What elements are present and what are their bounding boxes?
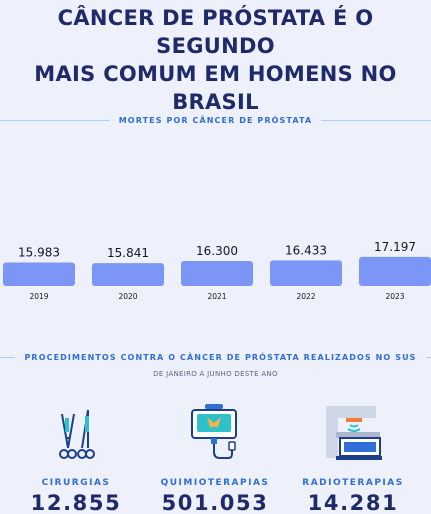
headline-line-1: CÂNCER DE PRÓSTATA É O SEGUNDO [57, 6, 374, 58]
bar-2019 [3, 262, 75, 286]
bar-value-label: 16.300 [196, 244, 238, 258]
bar-2021 [181, 261, 253, 286]
x-tick-label: 2022 [296, 292, 315, 301]
divider-right [321, 119, 431, 121]
procedures-subtitle: DE JANEIRO A JUNHO DESTE ANO [153, 370, 278, 378]
stat-surgeries: CIRURGIAS 12.855 [6, 400, 146, 514]
bar-2020 [92, 263, 164, 286]
bar-value-label: 15.841 [107, 246, 149, 260]
bar-2023 [359, 256, 431, 286]
bar-value-label: 15.983 [18, 245, 60, 259]
x-tick-label: 2020 [118, 292, 137, 301]
stat-radiotherapies: RADIOTERAPIAS 14.281 [283, 400, 423, 514]
x-tick-label: 2021 [207, 292, 226, 301]
divider-left [0, 356, 16, 358]
x-tick-label: 2019 [29, 292, 48, 301]
x-tick-label: 2023 [385, 292, 404, 301]
divider-right [425, 356, 431, 358]
procedures-title: PROCEDIMENTOS CONTRA O CÂNCER DE PRÓSTAT… [24, 352, 417, 362]
stat-label: RADIOTERAPIAS [302, 478, 404, 488]
iv-bag-icon [145, 400, 285, 464]
chart-section-header: MORTES POR CÂNCER DE PRÓSTATA [0, 113, 431, 127]
stat-label: CIRURGIAS [41, 478, 111, 488]
deaths-bar-chart: 15.983 2019 15.841 2020 16.300 2021 16.433 2022… [3, 240, 431, 301]
radiotherapy-machine-icon [283, 400, 423, 464]
stat-value: 14.281 [307, 491, 399, 514]
bar-value-label: 17.197 [374, 240, 416, 254]
surgical-scissors-icon [6, 400, 146, 464]
stat-label: QUIMIOTERAPIAS [160, 478, 270, 488]
chart-title: MORTES POR CÂNCER DE PRÓSTATA [118, 115, 313, 125]
bar-2022 [270, 260, 342, 286]
stat-chemotherapies: QUIMIOTERAPIAS 501.053 [145, 400, 285, 514]
stat-value: 12.855 [30, 491, 122, 514]
headline-line-2: MAIS COMUM EM HOMENS NO BRASIL [34, 62, 397, 114]
procedures-section-header: PROCEDIMENTOS CONTRA O CÂNCER DE PRÓSTAT… [0, 350, 431, 364]
headline: CÂNCER DE PRÓSTATA É O SEGUNDO MAIS COMU… [0, 4, 431, 116]
divider-left [0, 119, 110, 121]
bar-value-label: 16.433 [285, 243, 327, 257]
stat-value: 501.053 [161, 491, 269, 514]
